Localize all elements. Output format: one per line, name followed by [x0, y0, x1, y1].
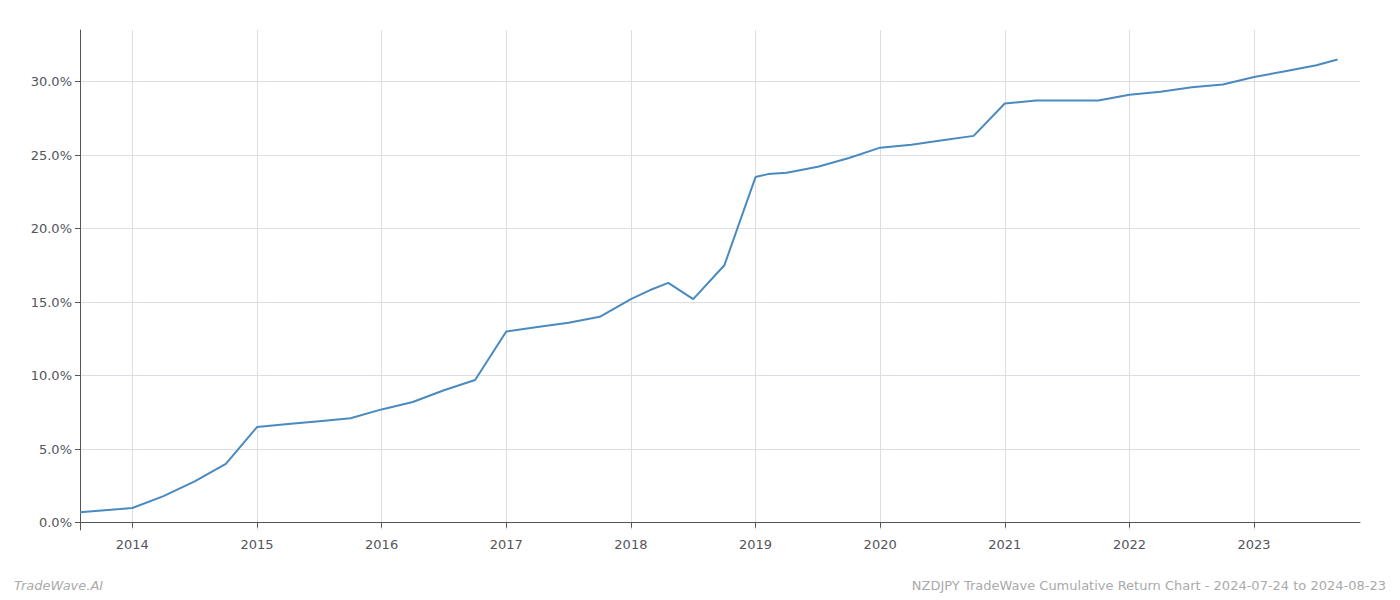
svg-text:2023: 2023	[1238, 537, 1271, 552]
svg-text:NZDJPY TradeWave Cumulative Re: NZDJPY TradeWave Cumulative Return Chart…	[912, 578, 1386, 593]
svg-text:15.0%: 15.0%	[31, 295, 72, 310]
svg-text:25.0%: 25.0%	[31, 148, 72, 163]
svg-text:2019: 2019	[739, 537, 772, 552]
svg-text:2022: 2022	[1113, 537, 1146, 552]
svg-text:2021: 2021	[988, 537, 1021, 552]
svg-text:2014: 2014	[116, 537, 149, 552]
svg-text:2018: 2018	[614, 537, 647, 552]
svg-text:30.0%: 30.0%	[31, 74, 72, 89]
svg-text:2015: 2015	[240, 537, 273, 552]
svg-text:0.0%: 0.0%	[39, 515, 72, 530]
svg-text:2017: 2017	[490, 537, 523, 552]
svg-text:10.0%: 10.0%	[31, 368, 72, 383]
svg-text:2020: 2020	[864, 537, 897, 552]
svg-text:TradeWave.AI: TradeWave.AI	[14, 578, 103, 593]
svg-text:20.0%: 20.0%	[31, 221, 72, 236]
svg-text:2016: 2016	[365, 537, 398, 552]
svg-text:5.0%: 5.0%	[39, 442, 72, 457]
